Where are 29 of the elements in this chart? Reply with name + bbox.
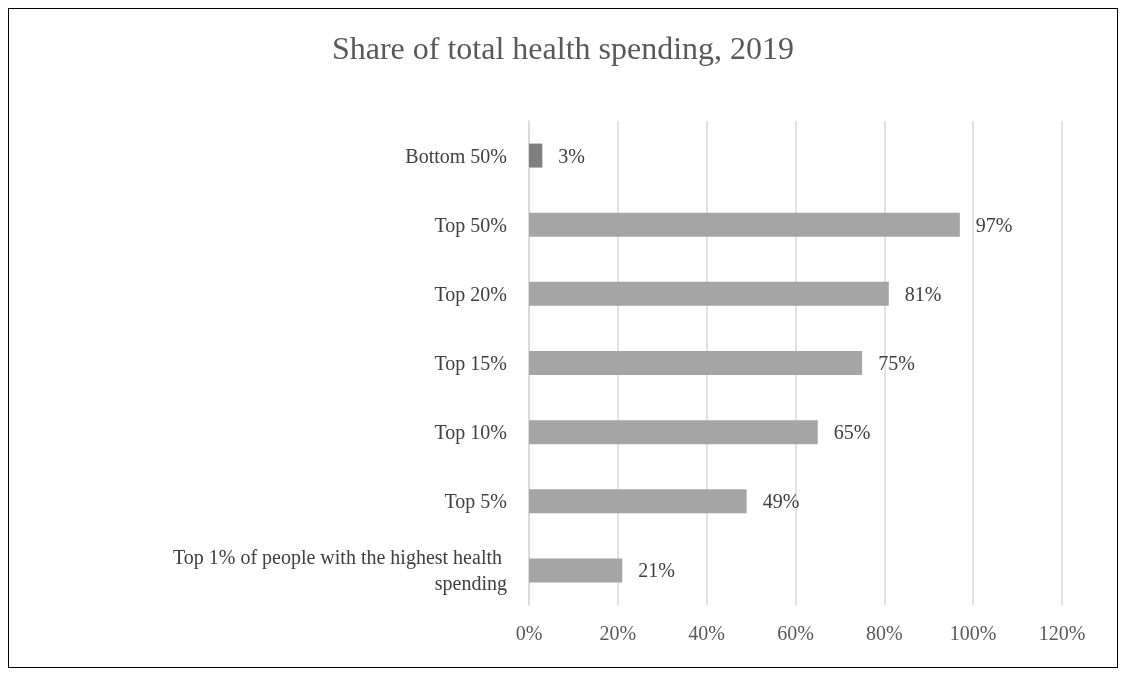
y-tick-label: Top 10% — [434, 421, 507, 445]
y-tick-label: Top 50% — [434, 213, 507, 237]
data-label: 97% — [975, 213, 1013, 236]
data-label: 49% — [762, 490, 800, 513]
data-label: 81% — [904, 282, 942, 305]
bar — [529, 558, 623, 583]
y-tick-label: Top 5% — [444, 490, 507, 514]
x-tick-label: 0% — [515, 622, 543, 644]
y-tick-label: Top 15% — [434, 352, 507, 375]
y-tick-label: Top 1% of people with the highest health spending — [172, 546, 507, 596]
y-tick-label: Top 20% — [434, 282, 507, 306]
data-label: 21% — [638, 559, 675, 582]
data-label: 65% — [833, 421, 871, 444]
bar — [529, 143, 543, 168]
x-tick-label: 120% — [1038, 622, 1086, 644]
y-tick-label: Bottom 50% — [405, 144, 507, 167]
bar — [529, 420, 818, 445]
data-label: 3% — [558, 144, 585, 167]
x-tick-label: 60% — [777, 622, 814, 644]
bar — [529, 351, 863, 375]
data-label: 75% — [878, 352, 915, 374]
x-tick-label: 40% — [688, 622, 725, 644]
chart-title: Share of total health spending, 2019 — [331, 30, 795, 66]
x-tick-label: 100% — [949, 622, 997, 644]
bar — [529, 489, 747, 514]
x-tick-label: 80% — [866, 622, 903, 644]
x-tick-label: 20% — [599, 622, 637, 644]
bar — [529, 212, 960, 237]
bar — [529, 281, 889, 306]
